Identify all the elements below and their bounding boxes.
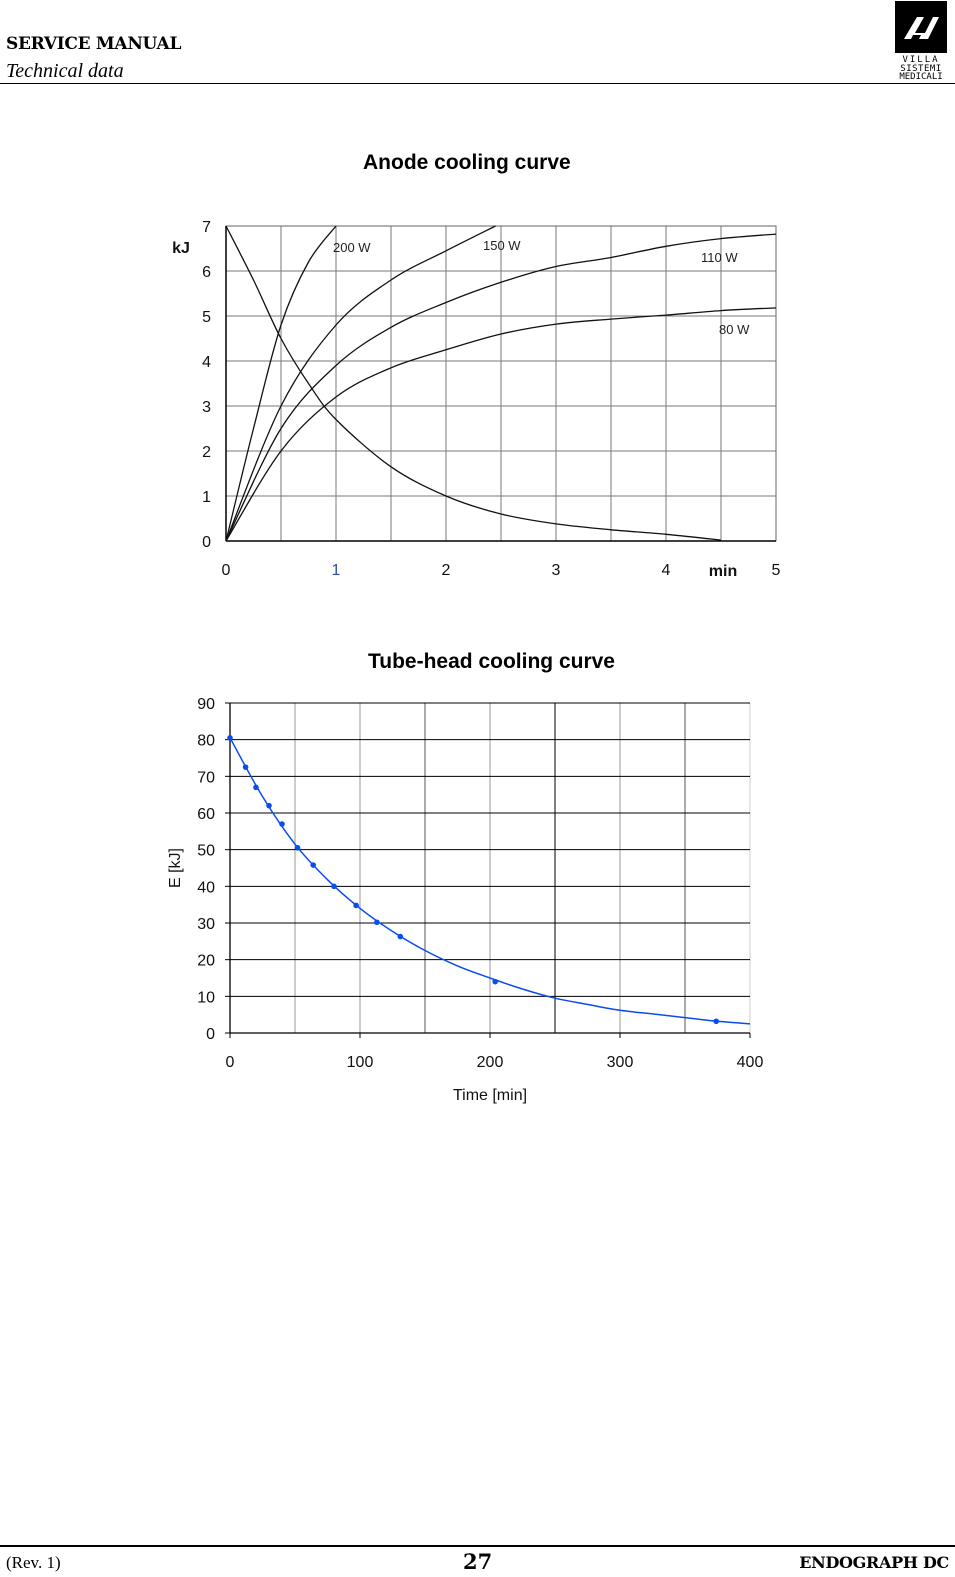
y-tick-label: 30 (197, 916, 215, 933)
curve-200-w (225, 225, 337, 542)
data-point (266, 802, 272, 809)
y-tick-label: 7 (202, 219, 211, 236)
footer-divider (0, 1545, 955, 1547)
document-title: SERVICE MANUAL (6, 34, 182, 54)
data-point (374, 919, 380, 926)
logo-text-sistemi: SISTEMI (900, 64, 942, 74)
logo-text-villa: VILLA (902, 55, 940, 65)
y-axis-label: E [kJ] (167, 848, 184, 888)
anode-cooling-chart: 0 1 2 3 4 5 6 7 0 1 2 3 4 5 kJ min 200 W 150 W 110 W 80 W (172, 219, 781, 580)
data-point (397, 933, 404, 940)
y-tick-label: 40 (197, 879, 215, 896)
tube-head-cooling-chart: 0 10 20 30 40 50 60 70 80 90 0 100 200 300 400 Time [mi… (167, 696, 764, 1104)
section-subtitle: Technical data (6, 60, 124, 82)
y-tick-label: 70 (197, 769, 215, 786)
data-point (331, 883, 337, 890)
data-point (713, 1018, 719, 1025)
x-tick-label: 4 (662, 562, 671, 579)
curve-label: 110 W (701, 250, 738, 265)
curve-label: 80 W (719, 322, 750, 337)
villa-logo-icon (895, 1, 947, 53)
company-logo: VILLA SISTEMI MEDICALI (895, 1, 947, 82)
data-point (253, 784, 259, 791)
x-tick-label: 2 (442, 562, 451, 579)
curve-label: 150 W (483, 238, 521, 253)
x-axis-label: Time [min] (453, 1087, 527, 1104)
y-tick-label: 6 (202, 264, 211, 281)
y-tick-label: 50 (197, 843, 215, 860)
product-name: ENDOGRAPH DC (799, 1553, 949, 1572)
data-point (279, 821, 285, 827)
curve-150-w (225, 225, 496, 542)
curve-cooling (225, 225, 722, 541)
y-tick-label: 80 (197, 733, 215, 750)
x-tick-label: 1 (332, 562, 341, 579)
x-tick-label: 5 (772, 562, 781, 579)
x-tick-label: 0 (222, 562, 231, 579)
tube-head-chart-title: Tube-head cooling curve (368, 650, 615, 673)
data-point (353, 902, 359, 909)
y-tick-label: 10 (197, 989, 215, 1006)
x-tick-label: 3 (552, 562, 561, 579)
y-tick-label: 2 (202, 444, 211, 461)
logo-text-medicali: MEDICALI (899, 72, 943, 82)
revision-label: (Rev. 1) (6, 1553, 61, 1572)
data-point (310, 862, 317, 868)
y-tick-label: 90 (197, 696, 215, 713)
y-tick-label: 5 (202, 309, 211, 326)
y-tick-label: 60 (197, 806, 215, 823)
y-tick-label: 0 (206, 1026, 215, 1043)
x-tick-label: 300 (607, 1054, 634, 1071)
data-point (242, 764, 249, 770)
x-tick-label: 400 (737, 1054, 764, 1071)
curve-110-w (225, 233, 777, 542)
x-tick-label: 0 (226, 1054, 235, 1071)
y-tick-label: 0 (202, 534, 211, 551)
y-tick-label: 20 (197, 953, 215, 970)
page-number: 27 (463, 1549, 493, 1574)
y-tick-label: 3 (202, 399, 211, 416)
y-tick-label: 4 (202, 354, 211, 371)
x-tick-label: 200 (477, 1054, 504, 1071)
curve-80-w (225, 307, 777, 542)
curve-label: 200 W (333, 240, 371, 255)
data-point (492, 978, 499, 985)
anode-chart-title: Anode cooling curve (363, 151, 571, 174)
x-axis-label: min (709, 563, 737, 580)
y-axis-label: kJ (172, 240, 190, 257)
y-tick-label: 1 (202, 489, 211, 506)
data-point (294, 845, 301, 851)
data-point (227, 735, 233, 741)
x-tick-label: 100 (347, 1054, 374, 1071)
header-divider (0, 83, 955, 84)
